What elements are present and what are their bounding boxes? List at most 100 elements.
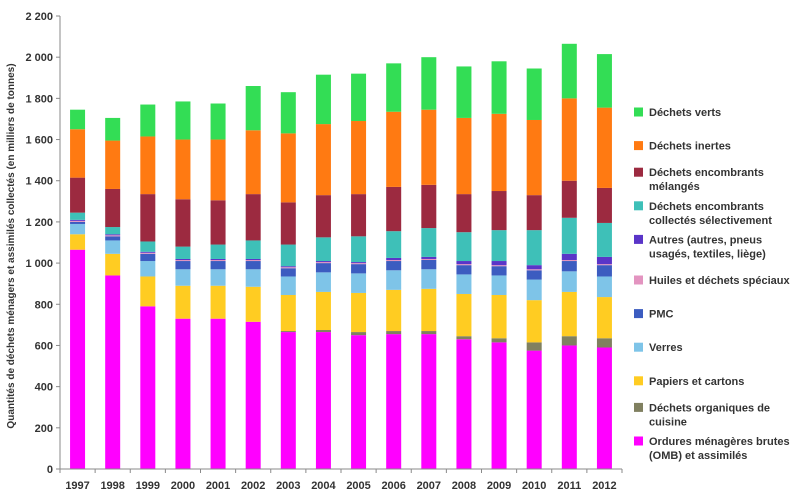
y-tick-label: 200 [35, 423, 53, 435]
legend-label: Huiles et déchets spéciaux [649, 275, 790, 287]
bar-segment [315, 195, 331, 238]
bar-segment [351, 292, 367, 333]
bar-segment [175, 285, 191, 319]
bar-segment [280, 202, 296, 245]
x-tick-label: 2001 [206, 480, 230, 492]
y-tick-label: 1 600 [25, 135, 53, 147]
bar-segment [491, 230, 507, 262]
bar-segment [140, 136, 156, 195]
bar-segment [596, 107, 612, 188]
bar-segment [526, 68, 542, 120]
x-tick-label: 2011 [557, 480, 581, 492]
bar-segment [456, 293, 472, 337]
bar-segment [315, 272, 331, 292]
bar-segment [210, 244, 226, 259]
y-tick-label: 800 [35, 299, 53, 311]
bar-segment [315, 263, 331, 273]
legend-swatch [634, 309, 643, 319]
bar-segment [456, 336, 472, 340]
legend-swatch [634, 234, 643, 244]
bar-segment [245, 260, 261, 262]
bar-segment [456, 339, 472, 469]
bar-segment [386, 289, 402, 332]
x-tick-label: 2005 [346, 480, 370, 492]
x-tick-label: 2002 [241, 480, 265, 492]
bar-segment [351, 263, 367, 265]
bar-segment [386, 257, 402, 261]
legend-label: PMC [649, 309, 674, 321]
bar-segment [105, 235, 121, 237]
x-tick-label: 1997 [65, 480, 89, 492]
bar-segment [140, 251, 156, 253]
bar-segment [386, 231, 402, 258]
bar-segment [491, 342, 507, 469]
bar-segment [140, 194, 156, 242]
legend-item: Autres (autres, pneus usagés, textiles, l… [634, 234, 766, 260]
bar-segment [596, 54, 612, 108]
bar-segment [315, 74, 331, 125]
y-tick-label: 2 200 [25, 11, 53, 23]
bar-segment [245, 194, 261, 241]
bar-segment [105, 140, 121, 189]
bar-segment [105, 188, 121, 228]
bar-segment [140, 253, 156, 262]
bar-segment [245, 269, 261, 287]
bar-segment [561, 98, 577, 181]
y-tick-label: 1 800 [25, 93, 53, 105]
plot-area [70, 43, 612, 469]
bar-segment [456, 265, 472, 275]
x-tick-label: 2004 [311, 480, 336, 492]
bar-segment [561, 271, 577, 292]
bar-segment [491, 338, 507, 343]
bar-segment [140, 306, 156, 469]
x-tick-label: 2003 [276, 480, 300, 492]
x-tick-label: 2000 [171, 480, 195, 492]
legend-swatch [634, 141, 643, 151]
bar-segment [70, 212, 86, 220]
legend-label: Déchets encombrants mélangés [649, 167, 764, 193]
bar-segment [175, 258, 191, 261]
legend-label: Déchets encombrants collectés sélectiveme… [649, 201, 772, 227]
legend-swatch [634, 167, 643, 177]
legend-label: Autres (autres, pneus usagés, textiles, l… [649, 234, 766, 260]
bar-segment [105, 236, 121, 241]
y-tick-label: 0 [47, 464, 53, 476]
y-axis: 0 200 400 600 800 1 000 1 200 1 400 1 600 1 800 2 … [25, 11, 61, 476]
bar-segment [596, 264, 612, 266]
bar-segment [351, 332, 367, 336]
legend-item: PMC [634, 309, 674, 321]
bar-segment [561, 291, 577, 337]
y-axis-title: Quantités de déchets ménagers et assimil… [6, 63, 17, 428]
bar-segment [105, 240, 121, 254]
bar-segment [526, 119, 542, 196]
bar-segment [456, 66, 472, 118]
bar-segment [491, 266, 507, 276]
bar-segment [351, 73, 367, 122]
bar-segment [70, 249, 86, 469]
x-tick-label: 2012 [592, 480, 616, 492]
bar-segment [421, 288, 437, 332]
bar-segment [351, 194, 367, 237]
bar-segment [526, 230, 542, 266]
bar-segment [105, 234, 121, 236]
bar-segment [210, 269, 226, 286]
legend-swatch [634, 201, 643, 211]
bar-segment [526, 300, 542, 343]
bar-segment [210, 139, 226, 201]
bar-segment [561, 43, 577, 99]
bar-segment [526, 269, 542, 271]
bar-segment [456, 261, 472, 265]
bar-segment [280, 332, 296, 469]
bar-segment [315, 124, 331, 196]
bar-segment [140, 104, 156, 137]
legend-swatch [634, 402, 643, 412]
bar-segment [210, 200, 226, 245]
bar-segment [70, 109, 86, 130]
bar-segment [456, 274, 472, 294]
bar-segment [491, 265, 507, 267]
bar-segment [456, 232, 472, 262]
bar-segment [561, 217, 577, 254]
bar-segment [421, 57, 437, 110]
bar-segment [596, 276, 612, 298]
bar-segment [245, 258, 261, 261]
